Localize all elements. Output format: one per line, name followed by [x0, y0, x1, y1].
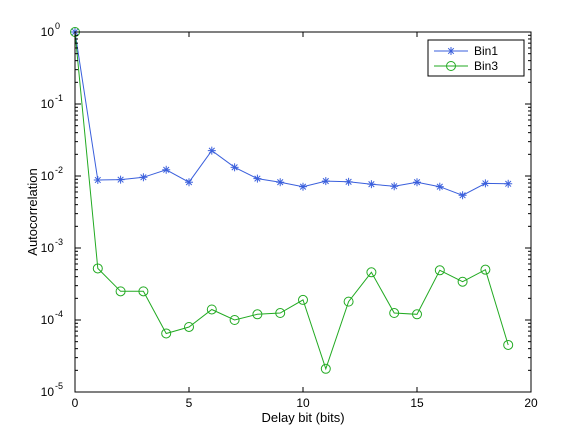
data-point-bin3-15 — [412, 309, 422, 320]
y-tick-label: 10 — [41, 241, 55, 255]
x-tick-label: 20 — [524, 396, 538, 410]
y-tick-exponent: -1 — [55, 93, 63, 103]
series-bin1 — [71, 28, 513, 200]
asterisk-stroke — [322, 177, 329, 185]
data-point-bin3-14 — [389, 308, 400, 319]
data-point-bin3-17 — [457, 276, 468, 287]
data-point-bin1-1 — [93, 175, 102, 184]
series-line-bin3 — [74, 31, 509, 371]
data-point-bin3-2 — [115, 286, 126, 297]
asterisk-stroke — [299, 183, 307, 190]
data-point-bin3-19 — [503, 339, 514, 350]
legend-entry-bin1: Bin1 — [434, 44, 498, 58]
y-tick-exponent: -2 — [55, 165, 63, 175]
asterisk-stroke — [345, 178, 352, 185]
y-tick-exponent: -3 — [55, 237, 63, 247]
plot-background — [75, 32, 531, 392]
data-point-bin1-13 — [367, 180, 376, 189]
x-tick-label: 5 — [186, 396, 193, 410]
data-point-bin1-2 — [116, 175, 125, 184]
data-point-bin3-18 — [480, 264, 491, 275]
data-point-bin1-19 — [504, 179, 513, 188]
data-point-bin3-6 — [206, 304, 217, 315]
y-axis-label: Autocorrelation — [25, 168, 40, 255]
y-tick-label: 10 — [41, 97, 55, 111]
data-point-bin1-8 — [253, 174, 262, 183]
data-point-bin1-9 — [276, 178, 285, 187]
data-point-bin3-4 — [161, 328, 172, 339]
legend-label-bin3: Bin3 — [474, 59, 498, 73]
data-point-bin1-15 — [413, 178, 421, 187]
data-point-bin3-3 — [138, 286, 149, 297]
data-point-bin3-1 — [92, 263, 103, 274]
asterisk-stroke — [459, 192, 466, 199]
data-point-bin3-10 — [298, 294, 308, 305]
series-bin3 — [70, 27, 514, 374]
y-tick-label: 10 — [41, 25, 55, 39]
asterisk-stroke — [368, 181, 375, 188]
data-point-bin1-5 — [185, 178, 193, 187]
data-point-bin1-11 — [321, 177, 330, 186]
legend-label-bin1: Bin1 — [474, 44, 498, 58]
asterisk-stroke — [447, 47, 455, 55]
asterisk-stroke — [413, 179, 421, 186]
asterisk-stroke — [185, 179, 193, 186]
y-tick-label: 10 — [41, 169, 55, 183]
y-tick-label: 10 — [41, 313, 55, 327]
data-point-bin1-10 — [299, 182, 307, 191]
series-line-bin1 — [74, 31, 509, 196]
data-point-bin3-5 — [184, 321, 194, 332]
data-point-bin1-12 — [344, 177, 353, 186]
series-layer — [70, 27, 514, 374]
asterisk-stroke — [163, 166, 170, 173]
data-point-bin1-6 — [207, 146, 216, 155]
asterisk-stroke — [436, 183, 443, 190]
asterisk-stroke — [482, 180, 489, 187]
asterisk-stroke — [391, 183, 398, 190]
legend-marker — [446, 61, 456, 71]
x-tick-label: 10 — [296, 396, 310, 410]
y-tick-exponent: -5 — [55, 381, 63, 391]
x-tick-label: 0 — [72, 396, 79, 410]
data-point-bin1-16 — [435, 182, 444, 191]
asterisk-stroke — [94, 176, 101, 184]
asterisk-stroke — [231, 164, 238, 171]
legend-box — [427, 39, 525, 77]
asterisk-stroke — [140, 174, 147, 181]
asterisk-stroke — [277, 179, 284, 186]
data-point-bin1-17 — [458, 191, 467, 200]
legend-marker — [447, 47, 455, 55]
x-tick-label: 15 — [410, 396, 424, 410]
y-tick-label: 10 — [41, 385, 55, 399]
data-point-bin1-18 — [481, 179, 490, 188]
asterisk-stroke — [208, 147, 215, 154]
data-point-bin3-11 — [320, 363, 331, 374]
data-point-bin1-3 — [139, 173, 148, 182]
data-point-bin1-14 — [390, 182, 399, 191]
data-point-bin3-8 — [252, 309, 263, 320]
x-axis-label: Delay bit (bits) — [261, 410, 344, 425]
legend-entry-bin3: Bin3 — [434, 59, 498, 73]
data-point-bin1-4 — [162, 165, 171, 174]
data-point-bin3-9 — [275, 308, 286, 319]
data-point-bin3-7 — [229, 315, 240, 325]
data-point-bin3-16 — [434, 265, 445, 276]
asterisk-stroke — [254, 175, 261, 182]
data-point-bin3-12 — [343, 296, 354, 307]
data-point-bin1-7 — [230, 163, 239, 172]
asterisk-stroke — [117, 176, 124, 183]
data-point-bin3-13 — [366, 267, 377, 278]
asterisk-stroke — [505, 180, 512, 187]
y-tick-exponent: -4 — [55, 309, 63, 319]
y-tick-exponent: 0 — [55, 21, 60, 31]
